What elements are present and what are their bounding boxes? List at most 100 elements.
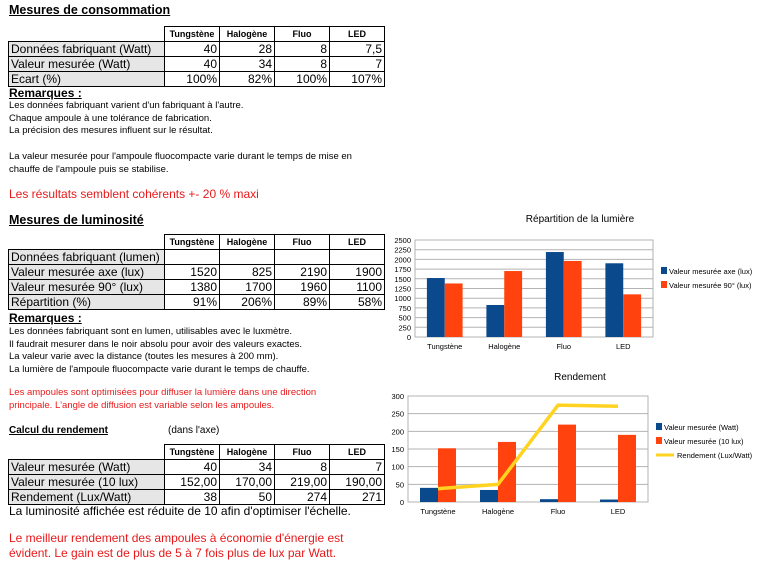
note-paragraph: La valeur mesurée pour l'ampoule fluocom…	[9, 151, 352, 176]
bar	[605, 263, 624, 337]
luminosity-table: Tungstène Halogène Fluo LED Données fabr…	[8, 234, 385, 310]
series-line	[437, 403, 619, 491]
remark-line: La valeur varie avec la distance (toutes…	[9, 351, 279, 362]
table-cell: 40	[164, 459, 220, 475]
consumption-conclusion: Les résultats semblent cohérents +- 20 %…	[9, 187, 259, 201]
table-cell: 100%	[274, 71, 330, 87]
col-header: Halogène	[219, 26, 275, 42]
x-tick-label: LED	[616, 342, 631, 351]
row-label: Données fabriquant (Watt)	[8, 41, 165, 57]
table-cell: 7	[329, 56, 385, 72]
x-tick-label: Tungstène	[420, 507, 455, 516]
legend-swatch	[656, 423, 662, 430]
table-cell: 34	[219, 459, 275, 475]
table-row: Ecart (%) 100% 82% 100% 107%	[8, 71, 385, 87]
y-tick-label: 0	[400, 498, 404, 507]
row-label: Ecart (%)	[8, 71, 165, 87]
row-label: Valeur mesurée (Watt)	[8, 56, 165, 72]
y-tick-label: 150	[391, 445, 404, 454]
bar	[623, 294, 642, 337]
bar	[444, 283, 463, 337]
x-tick-label: Halogène	[488, 342, 520, 351]
x-tick-label: Tungstène	[427, 342, 462, 351]
row-label: Valeur mesurée 90° (lux)	[8, 279, 165, 295]
section3-subtitle: (dans l'axe)	[168, 425, 220, 436]
legend-swatch	[661, 281, 667, 288]
row-label: Répartition (%)	[8, 294, 165, 310]
bar	[420, 487, 438, 502]
remark-line: Chaque ampoule à une tolérance de fabric…	[9, 112, 212, 124]
table-cell: 8	[274, 56, 330, 72]
table-cell: 206%	[219, 294, 275, 310]
row-label: Rendement (Lux/Watt)	[8, 489, 165, 505]
table-cell: 274	[274, 489, 330, 505]
table-row: Valeur mesurée (Watt) 40 34 8 7	[8, 56, 385, 72]
y-tick-label: 500	[398, 314, 411, 323]
efficiency-conclusion: Le meilleur rendement des ampoules à éco…	[9, 531, 344, 561]
section3-title: Calcul du rendement	[9, 425, 108, 436]
x-tick-label: Halogène	[482, 507, 514, 516]
x-tick-label: Fluo	[556, 342, 571, 351]
table-row: Répartition (%) 91% 206% 89% 58%	[8, 294, 385, 310]
table-cell: 1960	[274, 279, 330, 295]
table-cell	[329, 249, 385, 265]
table-cell: 8	[274, 459, 330, 475]
bar	[486, 304, 505, 337]
efficiency-chart: 0 50 100 150 200 250 300 Tungstène Halogène Fluo L…	[391, 392, 752, 516]
bar	[540, 499, 558, 502]
conclusion-line: Le meilleur rendement des ampoules à éco…	[9, 531, 344, 545]
optimisation-note: Les ampoules sont optimisées pour diffus…	[9, 387, 316, 412]
y-tick-label: 2000	[394, 255, 411, 264]
y-tick-label: 1000	[394, 294, 411, 303]
chart2-title: Rendement	[554, 372, 606, 383]
table-row: Données fabriquant (lumen)	[8, 249, 385, 265]
table-cell: 58%	[329, 294, 385, 310]
table-cell	[274, 249, 330, 265]
remark-line: Il faudrait mesurer dans le noir absolu …	[9, 338, 303, 350]
col-header: Tungstène	[164, 234, 220, 250]
remarks-title: Remarques :	[9, 311, 82, 325]
table-cell: 1380	[164, 279, 220, 295]
legend-label: Valeur mesurée 90° (lux)	[669, 281, 752, 290]
table-row: Valeur mesurée (10 lux) 152,00 170,00 21…	[8, 474, 385, 490]
table-cell: 28	[219, 41, 275, 57]
y-tick-label: 1250	[394, 285, 411, 294]
y-tick-label: 0	[407, 333, 411, 342]
remarks-list: Les données fabriquant varient d'un fabr…	[9, 100, 243, 138]
note-line: Les ampoules sont optimisées pour diffus…	[9, 387, 317, 398]
bar	[480, 489, 498, 502]
col-header: LED	[329, 444, 385, 460]
remarks-list: Les données fabriquant sont en lumen, ut…	[9, 326, 310, 376]
y-tick-label: 1500	[394, 275, 411, 284]
scale-note: La luminosité affichée est réduite de 10…	[9, 504, 351, 518]
note-line: chauffe de l'ampoule puis se stabilise.	[9, 163, 169, 175]
legend-label: Valeur mesurée axe (lux)	[669, 267, 753, 276]
row-label: Données fabriquant (lumen)	[8, 249, 165, 265]
table-cell: 89%	[274, 294, 330, 310]
table-cell: 82%	[219, 71, 275, 87]
legend-label: Valeur mesurée (Watt)	[664, 423, 739, 432]
table-cell: 40	[164, 41, 220, 57]
y-tick-label: 1750	[394, 265, 411, 274]
chart1-title: Répartition de la lumière	[525, 214, 635, 225]
section1-title: Mesures de consommation	[9, 3, 171, 17]
table-cell: 7	[329, 459, 385, 475]
bar	[426, 278, 445, 337]
remark-line: Les données fabriquant varient d'un fabr…	[9, 100, 244, 111]
col-header: Tungstène	[164, 26, 220, 42]
table-cell: 8	[274, 41, 330, 57]
y-tick-label: 200	[391, 427, 404, 436]
table-cell: 7,5	[329, 41, 385, 57]
table-cell: 40	[164, 56, 220, 72]
table-row: Valeur mesurée axe (lux) 1520 825 2190 1…	[8, 264, 385, 280]
bar	[600, 499, 618, 502]
table-cell: 825	[219, 264, 275, 280]
table-cell: 170,00	[219, 474, 275, 490]
table-cell: 1100	[329, 279, 385, 295]
legend-swatch	[661, 267, 667, 274]
col-header: Halogène	[219, 234, 275, 250]
consumption-table: Tungstène Halogène Fluo LED Données fabr…	[8, 26, 385, 87]
bar	[563, 260, 582, 337]
table-row: Rendement (Lux/Watt) 38 50 274 271	[8, 489, 385, 505]
